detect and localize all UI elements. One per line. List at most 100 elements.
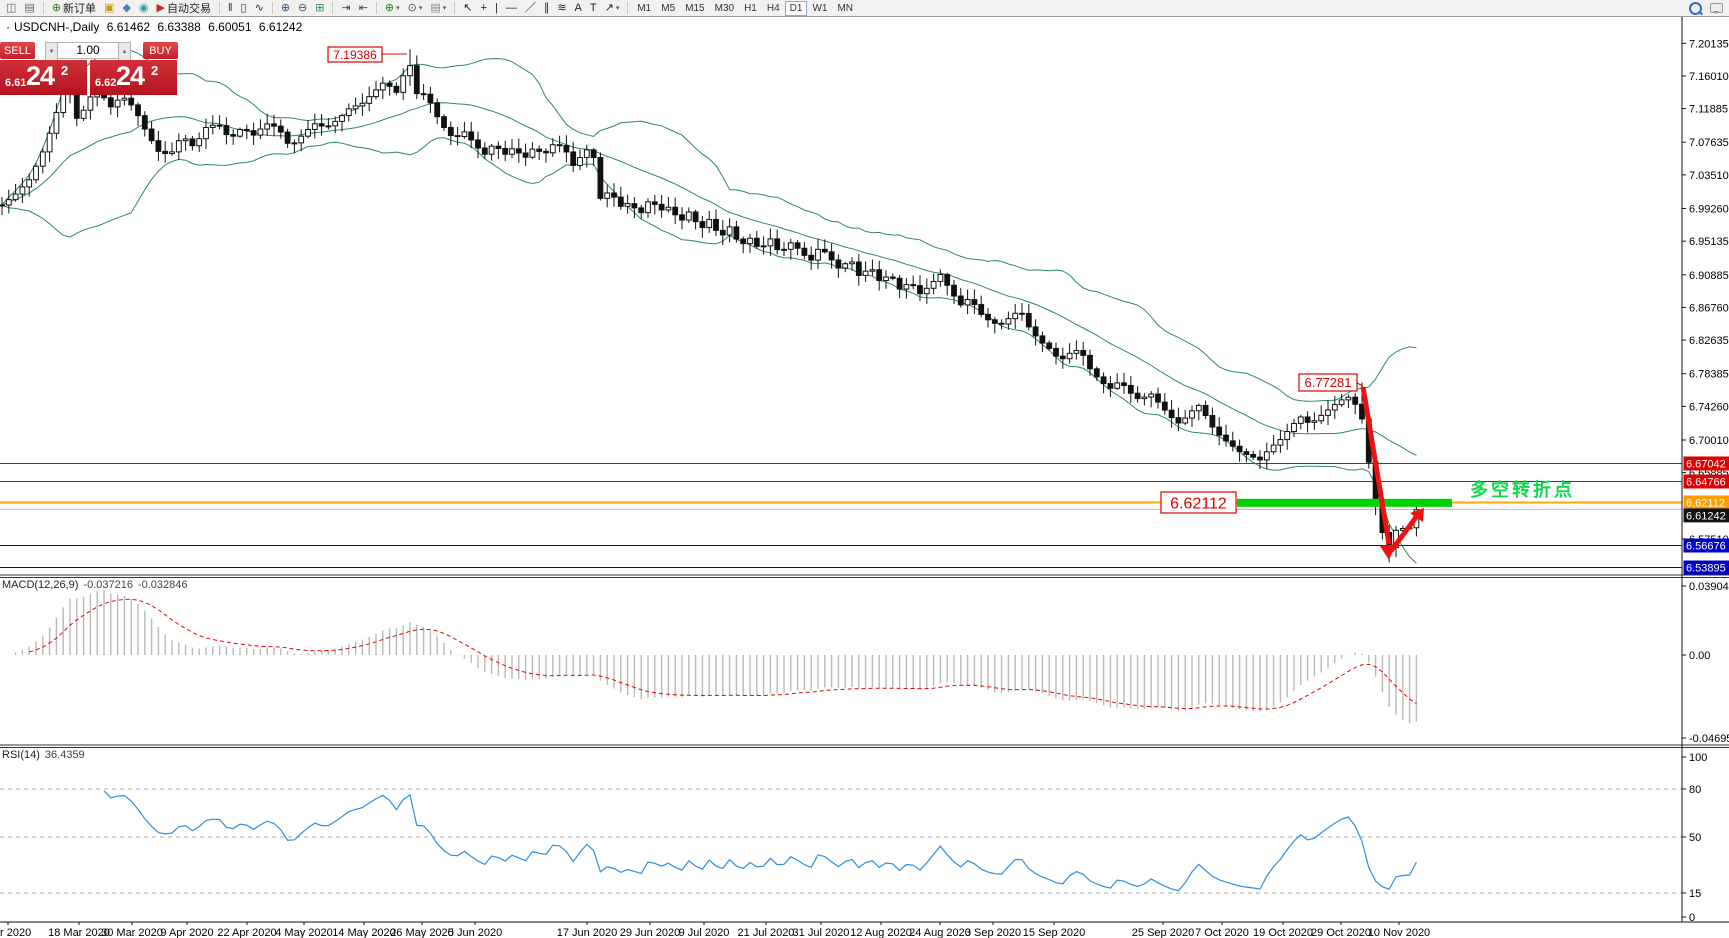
new-order-button[interactable]: ⊕ 新订单 — [48, 0, 100, 16]
price-tick-label: 6.95135 — [1689, 236, 1729, 248]
time-tick-label: 30 Mar 2020 — [101, 927, 163, 938]
zone-annotation-text: 多空转折点 — [1470, 479, 1575, 500]
timeframe-button-mn[interactable]: MN — [837, 2, 854, 14]
rsi-scale: 100 80 50 15 0 — [1682, 752, 1707, 924]
crosshair-icon[interactable]: + — [477, 0, 491, 16]
price-scale[interactable]: 7.20135 7.16010 7.11885 7.07635 7.03510 6.992… — [1682, 38, 1729, 575]
line-chart-icon: ∿ — [254, 1, 264, 14]
time-tick-label: 9 Jul 2020 — [679, 927, 730, 938]
search-icon[interactable] — [1689, 1, 1702, 15]
auto-scroll-icon[interactable]: ⇥ — [337, 0, 354, 16]
autotrading-button[interactable]: ▶ 自动交易 — [153, 0, 215, 16]
text-icon[interactable]: A — [571, 0, 586, 16]
candle-body — [1202, 404, 1209, 417]
candle-body — [862, 270, 869, 276]
templates-icon[interactable]: ▤ ▾ — [426, 0, 450, 16]
timeframe-button-h4[interactable]: H4 — [766, 2, 780, 14]
candle-body — [1134, 392, 1141, 400]
sell-price-display[interactable]: 6.61 24 2 — [0, 60, 87, 95]
pane-borders — [0, 16, 1729, 923]
price-line-label-text: 6.53895 — [1686, 563, 1726, 575]
timeframe-button-w1[interactable]: W1 — [812, 2, 828, 14]
candle-body — [515, 148, 522, 154]
bar-chart-icon[interactable]: ‖ — [224, 0, 237, 16]
timeframe-button-m30[interactable]: M30 — [714, 2, 735, 14]
candle-body — [1066, 352, 1073, 360]
timeframe-button-h1[interactable]: H1 — [744, 2, 757, 14]
candle-body — [917, 285, 923, 295]
candle-body — [883, 276, 889, 282]
time-tick-label: 26 May 2020 — [390, 927, 454, 938]
chat-icon[interactable] — [1710, 3, 1723, 14]
line-chart-icon[interactable]: ∿ — [251, 0, 268, 16]
buy-price-display[interactable]: 6.62 24 2 — [90, 60, 177, 95]
candle-body — [869, 269, 876, 272]
periods-icon[interactable]: ⊙ ▾ — [404, 0, 427, 16]
chart-shift-icon[interactable]: ⇤ — [355, 0, 372, 16]
buy-button[interactable]: BUY — [143, 42, 178, 59]
time-tick-label: 21 Jul 2020 — [738, 927, 795, 938]
shapes-icon[interactable]: ↗ ▾ — [601, 0, 624, 16]
candle-body — [1297, 416, 1304, 424]
timeframe-button-m5[interactable]: M5 — [661, 2, 676, 14]
candles-group — [0, 49, 1420, 563]
text-icon: A — [574, 1, 582, 14]
bollinger-upper-band — [1, 50, 1417, 402]
candle-body — [203, 126, 209, 140]
candle-body — [209, 124, 216, 128]
candle-body — [679, 214, 685, 221]
timeframe-button-d1[interactable]: D1 — [784, 0, 808, 16]
candle-body — [1148, 393, 1155, 398]
candle-body — [509, 148, 515, 155]
fibonacci-icon: ≋ — [557, 1, 567, 14]
cursor-icon[interactable]: ↖ — [459, 0, 476, 16]
time-tick-label: 19 Oct 2020 — [1253, 927, 1313, 938]
price-tick-label: 7.03510 — [1689, 170, 1729, 182]
chevron-down-icon: ▾ — [615, 5, 620, 12]
candle-body — [726, 226, 733, 236]
trendline-icon[interactable]: ／ — [521, 0, 540, 16]
indicators-icon[interactable]: ⊕ ▾ — [381, 0, 404, 16]
history-center-icon[interactable]: ▣ — [100, 0, 118, 16]
candle-body — [5, 199, 12, 206]
sell-button[interactable]: SELL — [0, 42, 35, 59]
profiles-icon[interactable]: ▤ — [20, 0, 38, 16]
quote-close: 6.61242 — [258, 20, 303, 34]
volume-increase-button[interactable]: ▲ — [118, 42, 131, 61]
volume-input[interactable]: 1.00 — [58, 42, 118, 59]
symbol-marker-icon: · — [6, 20, 10, 34]
horizontal-line-icon[interactable]: — — [502, 0, 521, 16]
candle-body — [12, 193, 19, 201]
candle-body — [271, 123, 277, 127]
timeframe-button-m1[interactable]: M1 — [637, 2, 652, 14]
time-tick-label: 17 Jun 2020 — [557, 927, 618, 938]
label-icon[interactable]: T — [586, 0, 601, 16]
time-tick-label: 9 Apr 2020 — [160, 927, 213, 938]
rsi-tick-label: 100 — [1689, 752, 1707, 764]
news-icon[interactable]: ◉ — [135, 0, 153, 16]
tile-windows-icon[interactable]: ⊞ — [311, 0, 328, 16]
time-tick-label: 18 Mar 2020 — [48, 927, 110, 938]
candle-body — [781, 248, 787, 251]
one-click-trading-panel: SELL ▼ 1.00 ▲ BUY 6.61 24 2 6.62 24 2 — [0, 42, 178, 95]
chart-background — [0, 16, 1729, 938]
fibonacci-icon[interactable]: ≋ — [553, 0, 570, 16]
zoom-in-icon[interactable]: ⊕ — [277, 0, 294, 16]
shapes-icon: ↗ — [604, 1, 614, 14]
zoom-out-icon[interactable]: ⊖ — [294, 0, 311, 16]
timeframe-button-m15[interactable]: M15 — [685, 2, 705, 14]
metaeditor-icon[interactable]: ◆ — [118, 0, 134, 16]
candlestick-chart-icon[interactable]: ▯ — [237, 0, 251, 16]
candle-body — [821, 248, 828, 253]
volume-decrease-button[interactable]: ▼ — [45, 42, 58, 61]
candle-body — [33, 165, 39, 181]
label-icon: T — [589, 1, 597, 14]
channel-icon[interactable]: ∥ — [540, 0, 554, 16]
price-line-label-6.67042: 6.67042 — [1683, 456, 1729, 471]
vertical-line-icon[interactable]: | — [491, 0, 502, 16]
candle-body — [651, 201, 658, 205]
new-chart-icon[interactable]: ◫ — [2, 0, 20, 16]
